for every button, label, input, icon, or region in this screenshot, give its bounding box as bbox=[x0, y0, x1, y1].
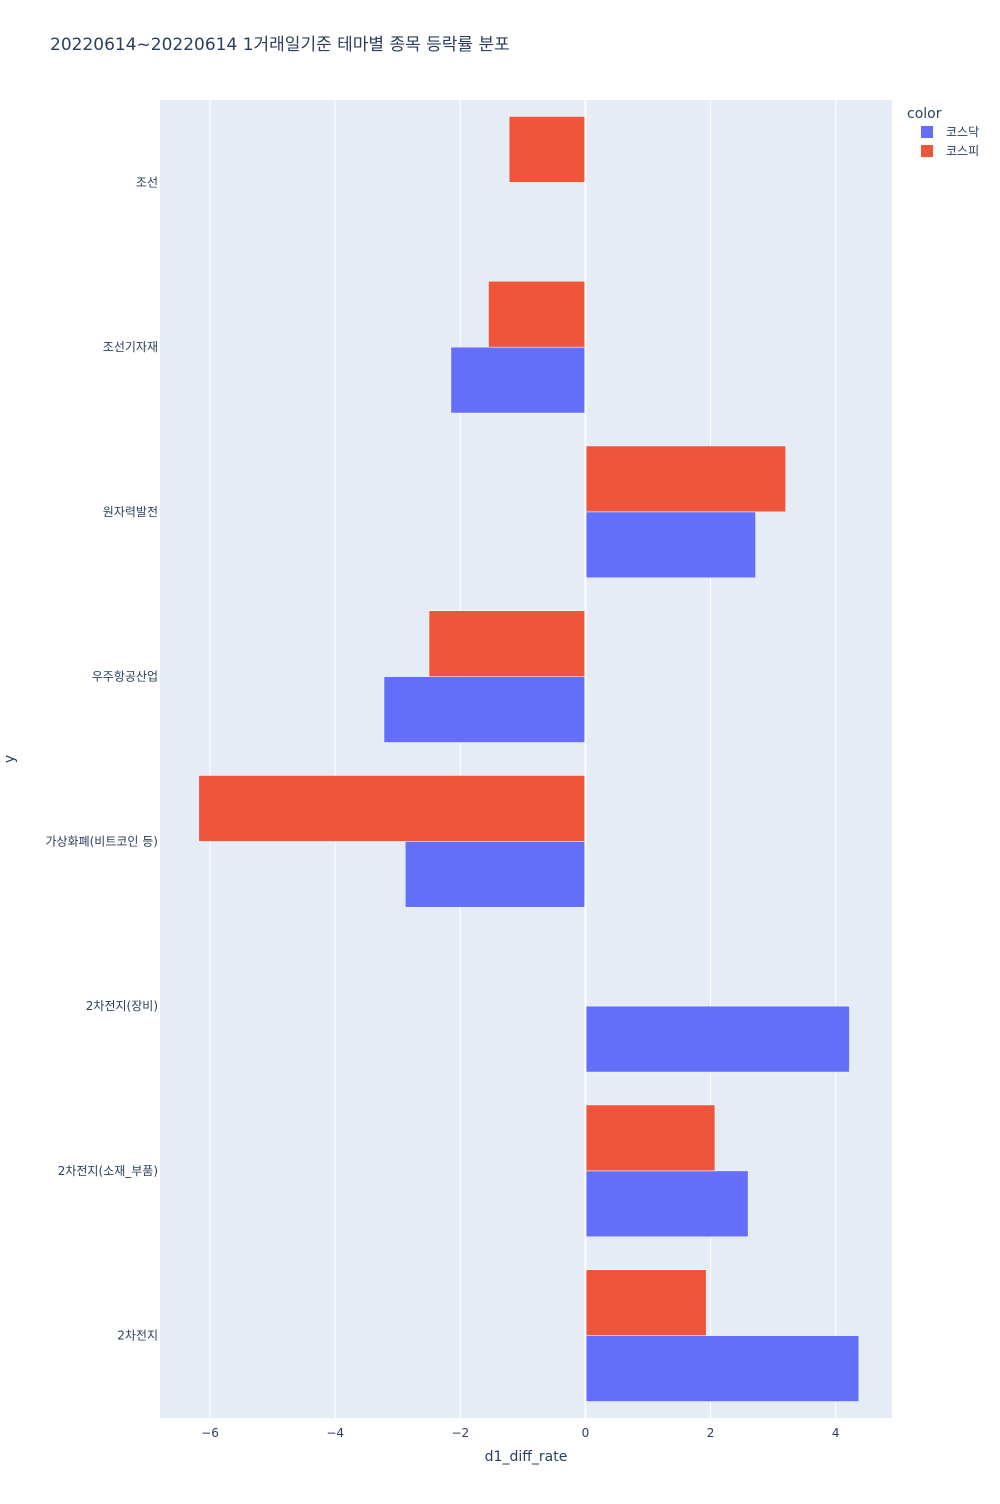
legend-label-코스피[interactable]: 코스피 bbox=[946, 144, 979, 158]
bar-코스피-우주항공산업[interactable] bbox=[428, 610, 586, 677]
x-tick-label: 2 bbox=[707, 1426, 715, 1440]
y-tick-label: 가상화폐(비트코인 등) bbox=[45, 834, 158, 848]
x-tick-label: 0 bbox=[582, 1426, 590, 1440]
bar-코스닥-우주항공산업[interactable] bbox=[383, 676, 586, 743]
bar-코스닥-2차전지(소재_부품)[interactable] bbox=[585, 1170, 749, 1238]
x-tick-label: −4 bbox=[326, 1426, 344, 1440]
y-tick-label: 원자력발전 bbox=[103, 505, 158, 519]
y-tick-label: 2차전지(소재_부품) bbox=[58, 1164, 158, 1178]
bar-코스피-2차전지(소재_부품)[interactable] bbox=[585, 1104, 716, 1172]
bar-코스닥-원자력발전[interactable] bbox=[585, 511, 756, 579]
y-tick-label: 2차전지 bbox=[117, 1329, 158, 1343]
bar-코스닥-2차전지[interactable] bbox=[585, 1335, 860, 1402]
bars bbox=[198, 116, 860, 1402]
legend-swatch-코스닥[interactable] bbox=[921, 126, 933, 138]
x-tick-label: 4 bbox=[832, 1426, 840, 1440]
bar-코스닥-조선기자재[interactable] bbox=[450, 346, 586, 414]
x-axis-label: d1_diff_rate bbox=[485, 1449, 568, 1465]
x-tick-label: −2 bbox=[451, 1426, 469, 1440]
y-tick-label: 우주항공산업 bbox=[92, 670, 158, 684]
bar-코스피-조선[interactable] bbox=[508, 116, 586, 183]
y-tick-label: 조선 bbox=[136, 175, 158, 189]
bar-코스피-원자력발전[interactable] bbox=[585, 445, 786, 513]
bar-코스피-2차전지[interactable] bbox=[585, 1269, 707, 1336]
bar-코스닥-가상화폐(비트코인 등)[interactable] bbox=[405, 841, 586, 908]
y-axis-label: y bbox=[2, 755, 18, 763]
y-tick-label: 조선기자재 bbox=[103, 340, 158, 354]
x-tick-labels: −6 −4 −2 0 2 4 bbox=[201, 1426, 839, 1440]
legend-label-코스닥[interactable]: 코스닥 bbox=[946, 125, 979, 139]
bar-코스피-가상화폐(비트코인 등)[interactable] bbox=[198, 775, 586, 842]
bar-코스피-조선기자재[interactable] bbox=[488, 280, 586, 348]
x-tick-label: −6 bbox=[201, 1426, 219, 1440]
chart-title: 20220614~20220614 1거래일기준 테마별 종목 등락률 분포 bbox=[50, 35, 510, 55]
legend-swatch-코스피[interactable] bbox=[921, 145, 933, 157]
bar-코스닥-2차전지(장비)[interactable] bbox=[585, 1005, 850, 1073]
y-tick-label: 2차전지(장비) bbox=[86, 999, 158, 1013]
legend-title: color bbox=[907, 106, 942, 122]
